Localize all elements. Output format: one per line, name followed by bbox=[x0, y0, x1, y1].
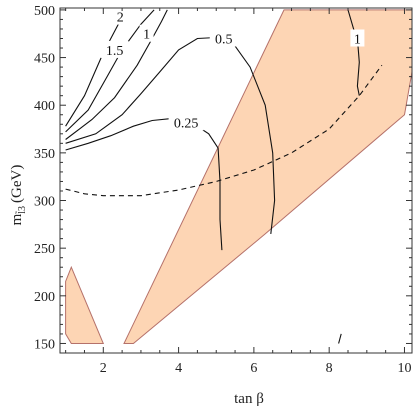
plot-border bbox=[59, 7, 413, 354]
y-axis-label-sub: l̃3 bbox=[15, 206, 28, 214]
contour-label-bg bbox=[168, 113, 204, 131]
y-tick-label: 400 bbox=[34, 99, 55, 114]
contour-label: 0.25 bbox=[174, 116, 199, 131]
contour-line bbox=[65, 9, 127, 127]
x-axis-label: tan β bbox=[234, 391, 264, 407]
contour-label: 1.5 bbox=[106, 44, 124, 59]
contour-line bbox=[65, 9, 155, 133]
contour-label-bg bbox=[100, 40, 129, 58]
contour-label: 0.5 bbox=[215, 32, 233, 47]
dashed-curve bbox=[65, 64, 383, 197]
contour-label-bg bbox=[113, 8, 128, 25]
contour-line bbox=[65, 9, 168, 140]
contour-label-bg bbox=[209, 29, 238, 47]
x-tick-label: 10 bbox=[397, 361, 411, 376]
contour-line bbox=[347, 9, 360, 96]
y-tick-label: 450 bbox=[34, 52, 55, 67]
shaded-region-left bbox=[65, 265, 105, 344]
y-axis-label: ml̃3 (GeV) bbox=[9, 165, 28, 226]
contour-label: 2 bbox=[117, 11, 124, 26]
contour-label: 1 bbox=[354, 32, 361, 47]
contour-label-bg bbox=[350, 29, 365, 47]
contour-label: 1 bbox=[143, 28, 150, 43]
x-tick-label: 8 bbox=[326, 361, 333, 376]
x-tick-label: 6 bbox=[250, 361, 257, 376]
svg-text:ml̃3(GeV): ml̃3 (GeV) bbox=[9, 165, 28, 226]
y-axis-label-main: m bbox=[9, 213, 25, 225]
axis-ticks: 2 4 6 8 10 150 200 250 300 350 400 450 500 bbox=[34, 4, 412, 376]
y-tick-label: 150 bbox=[34, 337, 55, 352]
y-tick-label: 350 bbox=[34, 147, 55, 162]
shaded-region-right bbox=[123, 9, 412, 344]
contour-line bbox=[65, 36, 276, 234]
y-tick-label: 250 bbox=[34, 242, 55, 257]
y-axis-label-unit: (GeV) bbox=[9, 165, 25, 203]
y-tick-label: 500 bbox=[34, 4, 55, 19]
x-tick-label: 4 bbox=[175, 361, 182, 376]
contour-line bbox=[338, 333, 342, 344]
y-tick-label: 300 bbox=[34, 195, 55, 210]
x-tick-label: 2 bbox=[100, 361, 107, 376]
y-tick-label: 200 bbox=[34, 290, 55, 305]
plot-frame bbox=[59, 7, 413, 354]
plot-area: 2 1.5 1 0.5 0.25 1 bbox=[65, 8, 412, 344]
contour-label-bg bbox=[139, 24, 154, 42]
